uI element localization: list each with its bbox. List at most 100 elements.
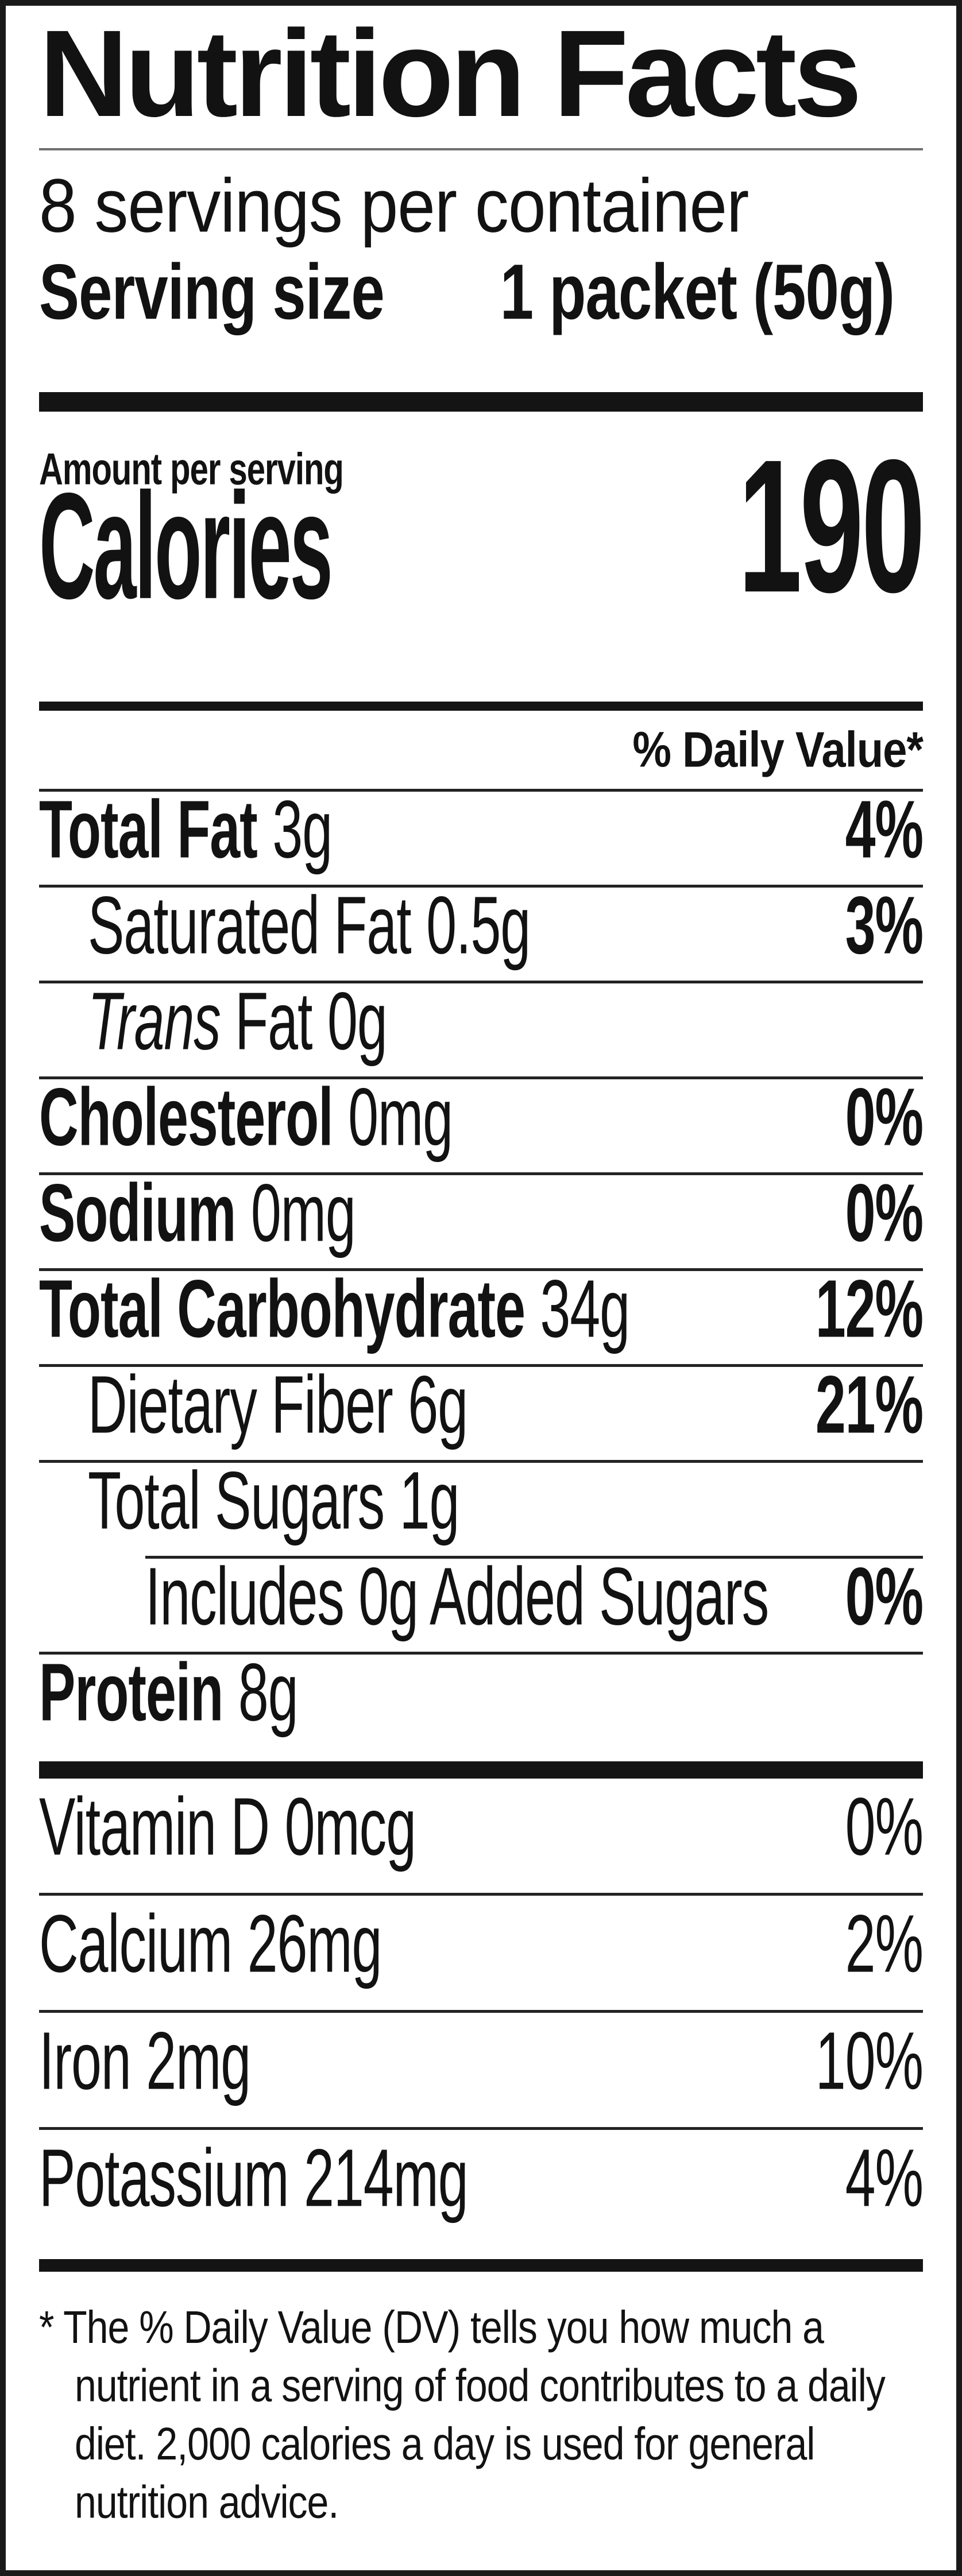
nutrient-dv: 0% [845,1072,924,1163]
nutrient-amount: 0g [327,976,388,1067]
nutrient-name-cell: Saturated Fat 0.5g [88,885,531,967]
nutrient-row-sodium: Sodium 0mg 0% [39,1168,924,1268]
nutrient-amount: 8g [238,1647,299,1738]
nutrient-name-cell: Cholesterol 0mg [39,1076,453,1159]
nutrient-row-cholesterol: Cholesterol 0mg 0% [39,1072,924,1172]
vitamin-name-cell: Potassium 214mg [39,2137,469,2220]
vitamin-row-potassium: Potassium 214mg 4% [39,2130,924,2244]
divider-thick [39,2259,923,2272]
nutrient-name: Total Sugars [88,1455,385,1547]
divider-thick [39,392,923,412]
serving-size-value: 1 packet (50g) [500,249,895,336]
divider-medium [39,702,923,711]
vitamin-name-cell: Vitamin D 0mcg [39,1786,416,1869]
nutrient-row-saturated-fat: Saturated Fat 0.5g 3% [39,880,924,981]
nutrient-name-cell: Total Carbohydrate 34g [39,1268,630,1351]
vitamin-row-vitamin-d: Vitamin D 0mcg 0% [39,1779,924,1893]
vitamin-amount: 214mg [304,2133,468,2224]
nutrient-name: Saturated Fat [88,880,412,971]
divider [39,885,923,888]
servings-per-container: 8 servings per container [39,168,923,244]
vitamin-amount: 0mcg [284,1781,416,1873]
divider [39,789,923,792]
nutrient-row-total-sugars: Total Sugars 1g [39,1460,923,1556]
nutrient-amount: 1g [399,1455,460,1547]
nutrient-name-bold: Total Fat [39,784,258,876]
serving-size-row: Serving size 1 packet (50g) [39,253,923,332]
vitamin-row-calcium: Calcium 26mg 2% [39,1896,924,2010]
divider [39,1268,923,1271]
nutrient-name: Includes 0g Added Sugars [145,1551,769,1643]
nutrient-amount: 6g [408,1359,468,1451]
divider [39,1364,923,1367]
divider-indented [145,1556,923,1559]
vitamin-name-cell: Calcium 26mg [39,1903,382,1986]
nutrient-dv: 12% [815,1264,924,1355]
nutrient-name-cell: Protein 8g [39,1652,299,1734]
nutrient-dv: 4% [845,784,924,876]
divider [39,981,923,983]
nutrient-row-total-fat: Total Fat 3g 4% [39,784,924,885]
amount-per-serving-text: Amount per serving [39,444,344,495]
vitamin-name: Iron [39,2016,132,2107]
divider [39,1172,923,1175]
nutrient-dv: 21% [815,1359,924,1451]
divider-thick [39,1761,923,1779]
nutrient-name-cell: Trans Fat 0g [88,981,388,1063]
serving-size-label: Serving size [39,249,385,336]
vitamin-amount: 2mg [146,2016,251,2107]
nutrient-name-bold: Total Carbohydrate [39,1264,526,1355]
daily-value-header-text: % Daily Value* [632,722,924,778]
vitamin-dv: 0% [845,1781,924,1873]
label-title: Nutrition Facts [39,4,862,142]
vitamin-dv: 4% [845,2133,924,2224]
nutrient-name: Dietary Fiber [88,1359,393,1451]
nutrient-amount: 0mg [348,1072,453,1163]
daily-value-header: % Daily Value* [39,711,924,789]
nutrient-row-protein: Protein 8g [39,1652,923,1748]
daily-value-footnote: * The % Daily Value (DV) tells you how m… [39,2301,886,2528]
nutrient-name-cell: Includes 0g Added Sugars [145,1556,769,1638]
nutrient-row-trans-fat: Trans Fat 0g [39,981,923,1076]
calories-value: 190 [738,421,925,633]
divider [39,1076,923,1079]
nutrient-amount: 0.5g [426,880,531,971]
vitamin-dv: 2% [845,1899,924,1990]
calories-label: Calories [39,461,333,631]
amount-per-serving: Amount per serving [39,447,923,491]
nutrient-name-italic: Trans [88,976,221,1067]
divider-hairline [39,148,923,150]
vitamins-section: Vitamin D 0mcg 0% Calcium 26mg 2% Iron 2mg … [39,1779,924,2244]
calories-row: Calories 190 [39,432,925,621]
vitamin-name: Vitamin D [39,1781,270,1873]
divider [39,2127,923,2130]
nutrient-name-bold: Cholesterol [39,1072,334,1163]
nutrient-name-cell: Dietary Fiber 6g [88,1364,468,1447]
nutrient-dv: 3% [845,880,924,971]
nutrient-name-bold: Protein [39,1647,223,1738]
vitamin-name: Potassium [39,2133,289,2224]
nutrient-name: Fat [220,976,312,1067]
vitamin-name-cell: Iron 2mg [39,2020,251,2103]
divider [39,1460,923,1463]
divider [39,1652,923,1655]
servings-per-container-text: 8 servings per container [39,163,749,249]
vitamin-row-iron: Iron 2mg 10% [39,2013,924,2127]
nutrient-dv: 0% [845,1551,924,1643]
nutrient-amount: 34g [540,1264,631,1355]
divider [39,1893,923,1896]
nutrient-row-total-carbohydrate: Total Carbohydrate 34g 12% [39,1264,924,1364]
nutrients-section: Total Fat 3g 4% Saturated Fat 0.5g 3% Tran… [39,784,924,1748]
nutrient-dv: 0% [845,1168,924,1259]
nutrient-name-bold: Sodium [39,1168,236,1259]
nutrient-name-cell: Sodium 0mg [39,1172,356,1255]
nutrient-amount: 3g [272,784,333,876]
nutrient-name-cell: Total Fat 3g [39,789,333,871]
nutrient-name-cell: Total Sugars 1g [88,1460,459,1543]
nutrient-row-dietary-fiber: Dietary Fiber 6g 21% [39,1359,924,1460]
vitamin-amount: 26mg [247,1899,383,1990]
vitamin-name: Calcium [39,1899,233,1990]
nutrient-row-added-sugars: Includes 0g Added Sugars 0% [39,1551,924,1652]
divider [39,2010,923,2013]
